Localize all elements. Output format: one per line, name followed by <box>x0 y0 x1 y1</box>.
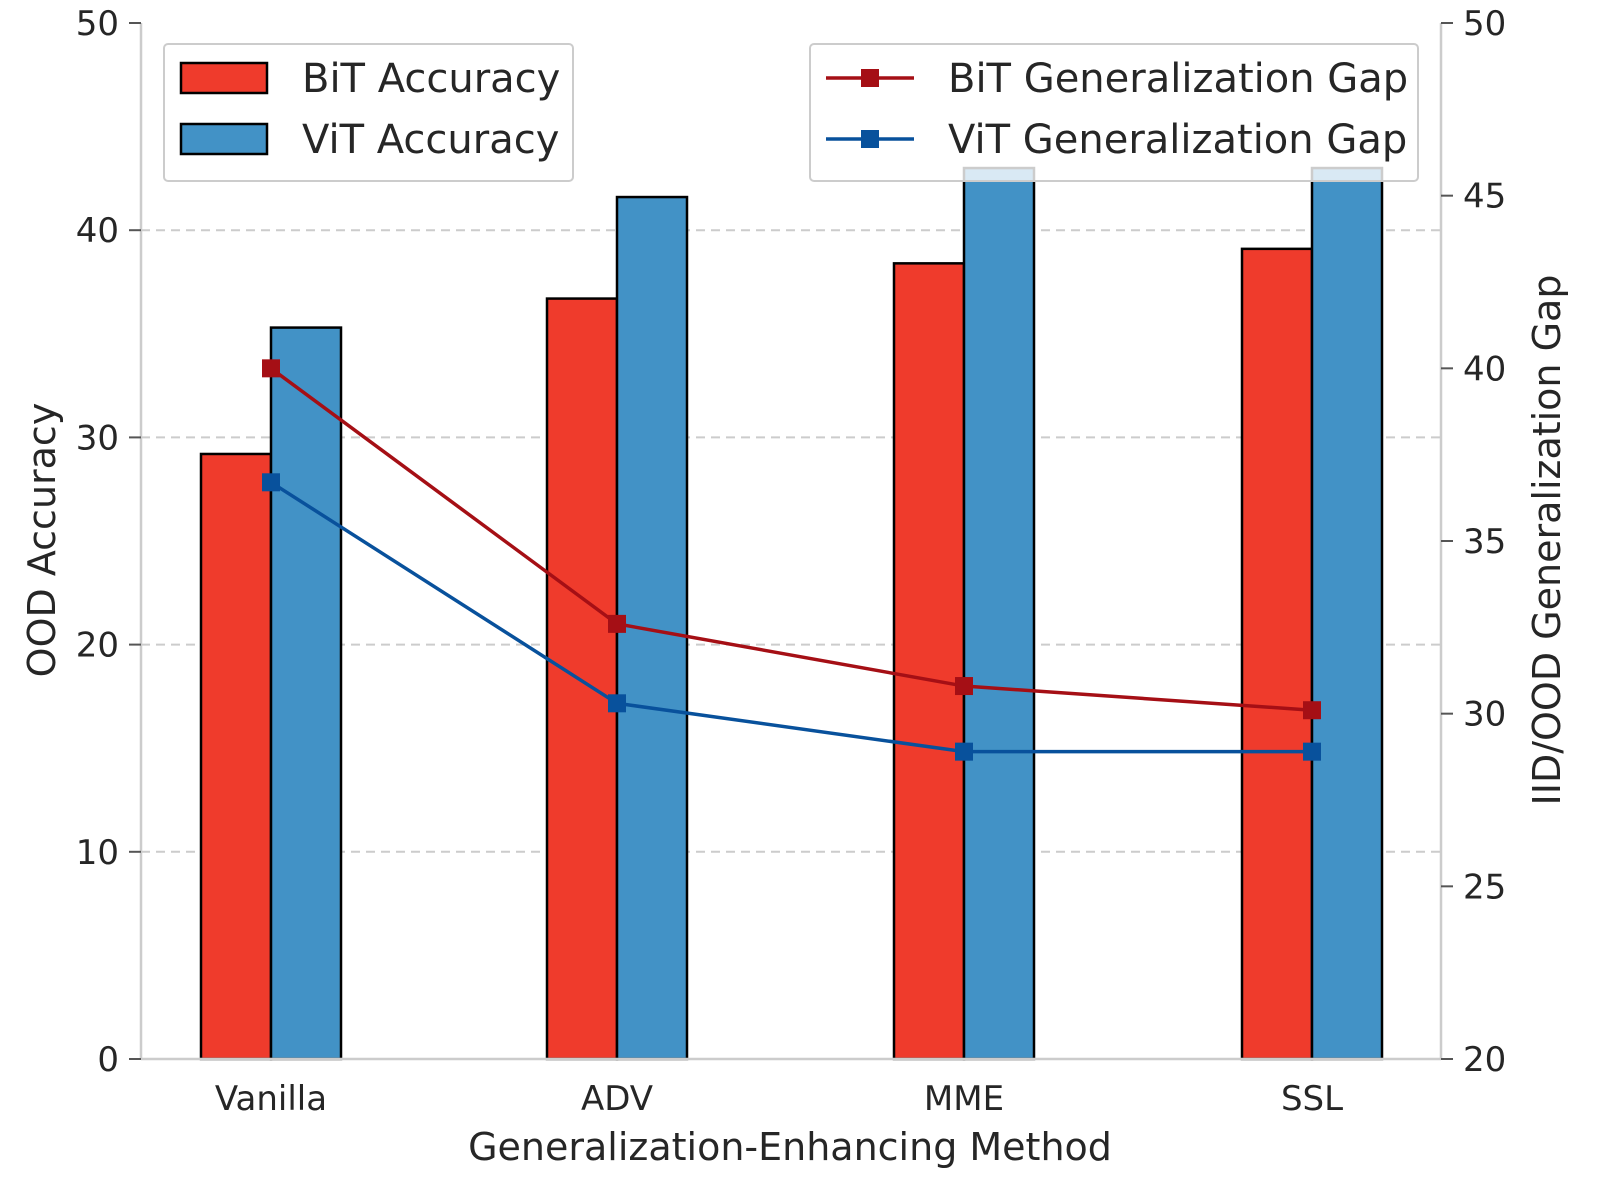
right-tick-label: 20 <box>1463 1040 1506 1080</box>
x-tick-label-mme: MME <box>924 1079 1004 1119</box>
x-tick-label-ssl: SSL <box>1281 1079 1343 1119</box>
bar-vit-accuracy-adv <box>615 195 689 1061</box>
legend-lines: BiT Generalization Gap ViT Generalizatio… <box>809 43 1419 182</box>
legend-label-vit-accuracy: ViT Accuracy <box>302 117 559 163</box>
point-bit-generalization-gap-ssl <box>1303 701 1321 720</box>
right-tick-label: 50 <box>1463 4 1506 44</box>
left-tick-label: 10 <box>76 833 119 873</box>
line-bit-generalization-gap <box>269 366 1313 712</box>
x-tick-label-adv: ADV <box>581 1079 653 1119</box>
x-tick-label-vanilla: Vanilla <box>215 1079 327 1119</box>
legend-lines-frame <box>809 43 1419 182</box>
right-tick-label: 40 <box>1463 349 1506 389</box>
legend-swatch-vit-accuracy <box>179 122 269 156</box>
left-tick-label: 0 <box>97 1040 119 1080</box>
series-lines <box>262 359 1321 761</box>
left-axis-title: OOD Accuracy <box>20 403 64 678</box>
legend-label-bit-accuracy: BiT Accuracy <box>302 56 560 102</box>
bar-bit-accuracy-vanilla <box>199 452 273 1061</box>
left-tick-label: 40 <box>76 211 119 251</box>
right-tick-label: 25 <box>1463 867 1506 907</box>
bars <box>199 166 1384 1061</box>
grid-lines <box>141 229 1441 853</box>
legend-label-vit-gap: ViT Generalization Gap <box>948 117 1407 163</box>
left-tick-label: 30 <box>76 418 119 458</box>
point-bit-generalization-gap-vanilla <box>262 359 280 378</box>
legend-marker-vit-gap <box>861 130 879 148</box>
point-vit-generalization-gap-adv <box>608 694 626 713</box>
point-vit-generalization-gap-vanilla <box>262 473 280 492</box>
legend-label-bit-gap: BiT Generalization Gap <box>948 56 1408 102</box>
x-axis-title: Generalization-Enhancing Method <box>468 1125 1112 1169</box>
point-bit-generalization-gap-adv <box>608 614 626 633</box>
line-vit-generalization-gap <box>270 480 1312 754</box>
right-tick-label: 30 <box>1463 695 1506 735</box>
left-tick-label: 50 <box>76 4 119 44</box>
right-axis-title: IID/OOD Generalization Gap <box>1525 275 1569 806</box>
bar-vit-accuracy-mme <box>962 166 1036 1061</box>
legend-marker-bit-gap <box>861 69 879 87</box>
point-vit-generalization-gap-ssl <box>1303 742 1321 761</box>
bar-bit-accuracy-ssl <box>1240 247 1314 1061</box>
left-axis-ticks: 0 10 20 30 40 50 <box>76 4 141 1080</box>
x-axis-ticks: Vanilla ADV MME SSL <box>215 1079 1343 1119</box>
right-tick-label: 35 <box>1463 522 1506 562</box>
legend-swatch-bit-accuracy <box>179 61 269 95</box>
bar-vit-accuracy-vanilla <box>269 326 343 1061</box>
right-tick-label: 45 <box>1463 177 1506 217</box>
point-bit-generalization-gap-mme <box>955 677 973 696</box>
bar-bit-accuracy-mme <box>892 262 966 1061</box>
bar-vit-accuracy-ssl <box>1310 166 1384 1061</box>
legend-bars: BiT Accuracy ViT Accuracy <box>163 43 574 182</box>
right-axis-ticks: 20 25 30 35 40 45 50 <box>1441 4 1506 1080</box>
left-tick-label: 20 <box>76 626 119 666</box>
point-vit-generalization-gap-mme <box>955 742 973 761</box>
bar-bit-accuracy-adv <box>545 297 619 1061</box>
